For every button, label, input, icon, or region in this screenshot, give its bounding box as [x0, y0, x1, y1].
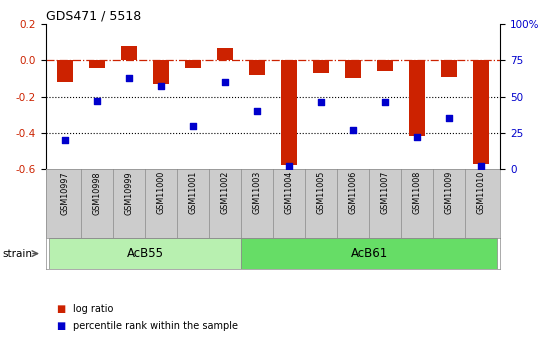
Text: AcB55: AcB55: [126, 247, 164, 260]
Text: GSM11002: GSM11002: [221, 171, 230, 215]
Text: GSM11001: GSM11001: [188, 171, 197, 214]
Bar: [241, 238, 497, 269]
Point: [189, 123, 197, 128]
Text: ■: ■: [56, 304, 66, 314]
Text: log ratio: log ratio: [73, 304, 113, 314]
Bar: [217, 48, 233, 60]
Text: GSM11010: GSM11010: [477, 171, 486, 214]
Text: AcB61: AcB61: [350, 247, 388, 260]
Point: [93, 98, 101, 104]
Point: [285, 164, 293, 169]
Point: [477, 164, 485, 169]
Text: GSM11008: GSM11008: [413, 171, 422, 214]
Bar: [281, 60, 297, 166]
Bar: [377, 60, 393, 71]
Bar: [409, 60, 425, 136]
Point: [317, 100, 325, 105]
Text: GDS471 / 5518: GDS471 / 5518: [46, 10, 141, 23]
Point: [413, 135, 421, 140]
Bar: [185, 60, 201, 68]
Text: strain: strain: [3, 249, 33, 258]
Text: GSM11005: GSM11005: [316, 171, 325, 215]
Bar: [153, 60, 169, 84]
Point: [61, 137, 69, 143]
Text: GSM11007: GSM11007: [380, 171, 390, 215]
Text: GSM10999: GSM10999: [124, 171, 133, 215]
Bar: [473, 60, 489, 164]
Bar: [441, 60, 457, 77]
Bar: [57, 60, 73, 82]
Text: GSM10998: GSM10998: [93, 171, 102, 215]
Bar: [89, 60, 105, 68]
Text: ■: ■: [56, 321, 66, 331]
Text: percentile rank within the sample: percentile rank within the sample: [73, 321, 238, 331]
Text: GSM10997: GSM10997: [60, 171, 69, 215]
Point: [349, 127, 357, 133]
Point: [445, 116, 454, 121]
Point: [125, 75, 133, 80]
Text: GSM11006: GSM11006: [349, 171, 358, 214]
Text: GSM11003: GSM11003: [252, 171, 261, 214]
Bar: [121, 46, 137, 60]
Bar: [345, 60, 361, 79]
Bar: [49, 238, 241, 269]
Text: GSM11004: GSM11004: [285, 171, 294, 214]
Point: [381, 100, 390, 105]
Bar: [313, 60, 329, 73]
Point: [157, 84, 165, 89]
Point: [253, 108, 261, 114]
Point: [221, 79, 229, 85]
Bar: [249, 60, 265, 75]
Text: GSM11000: GSM11000: [157, 171, 166, 214]
Text: GSM11009: GSM11009: [444, 171, 454, 215]
